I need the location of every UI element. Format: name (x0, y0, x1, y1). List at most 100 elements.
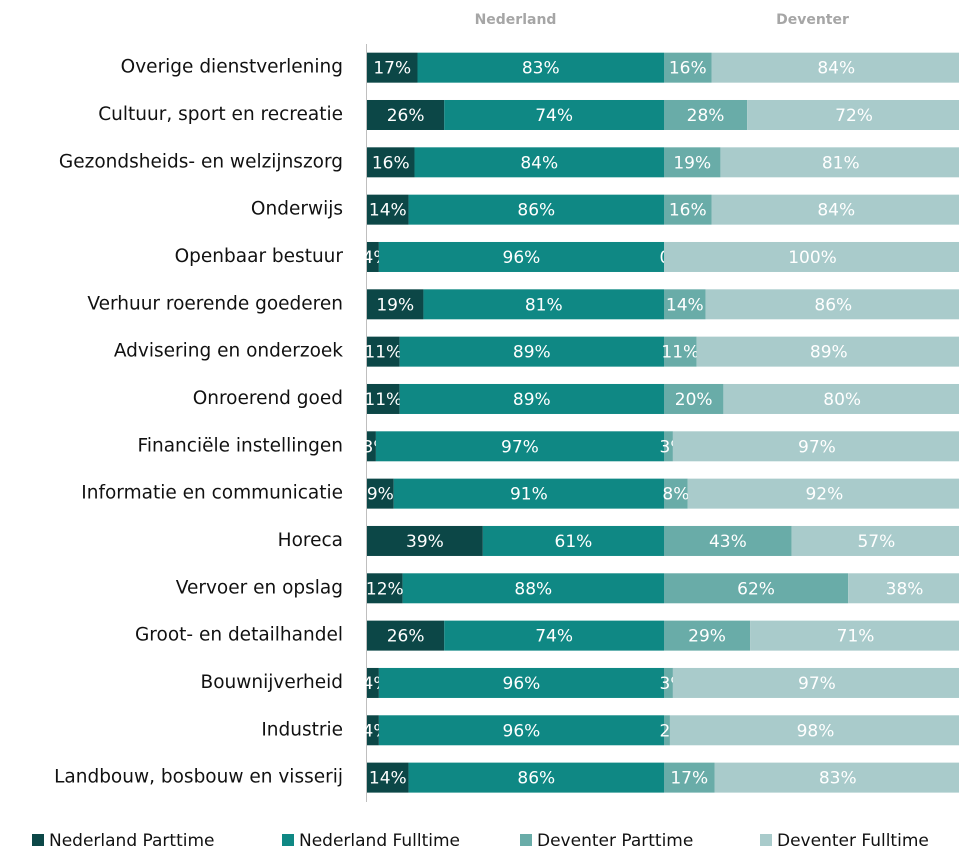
legend-label: Nederland Fulltime (299, 831, 460, 851)
bar-segment (367, 573, 403, 604)
category-label: Landbouw, bosbouw en visserij (54, 767, 343, 788)
legend-swatch (760, 834, 772, 846)
value-label: 20% (675, 390, 713, 410)
bar-segment (696, 336, 959, 367)
value-label: 28% (687, 106, 725, 126)
value-label: 89% (513, 390, 551, 410)
bar-segment (367, 241, 379, 272)
category-label: Onderwijs (251, 199, 343, 220)
value-label: 96% (503, 674, 541, 694)
bar-segment (714, 762, 959, 793)
bar-segment (664, 52, 712, 83)
bar-segment (367, 525, 483, 556)
bar-segment (367, 762, 409, 793)
category-label: Advisering en onderzoek (114, 341, 343, 362)
bar-segment (664, 667, 673, 698)
value-label: 16% (372, 153, 410, 173)
bar-segment (664, 336, 697, 367)
bar-segment (367, 194, 409, 225)
bar-segment (664, 620, 751, 651)
bar-segment (367, 52, 418, 83)
category-label: Groot- en detailhandel (135, 625, 343, 646)
value-label: 92% (805, 485, 843, 505)
bar-segment (664, 194, 712, 225)
value-label: 19% (376, 295, 414, 315)
value-label: 86% (814, 295, 852, 315)
value-label: 91% (510, 485, 548, 505)
category-label: Openbaar bestuur (175, 246, 344, 267)
value-label: 11% (364, 390, 402, 410)
category-label: Gezondsheids- en welzijnszorg (59, 151, 343, 172)
value-label: 38% (886, 579, 924, 599)
bar-segment (705, 289, 959, 320)
bar-segment (417, 52, 664, 83)
value-label: 84% (520, 153, 558, 173)
bar-segment (664, 147, 721, 178)
value-label: 29% (688, 627, 726, 647)
category-label: Vervoer en opslag (176, 577, 343, 598)
bar-segment (747, 99, 959, 130)
legend-label: Deventer Fulltime (777, 831, 929, 851)
value-label: 11% (661, 343, 699, 363)
bar-segment (711, 194, 959, 225)
value-label: 80% (823, 390, 861, 410)
value-label: 97% (798, 437, 836, 457)
value-label: 81% (822, 153, 860, 173)
value-label: 83% (819, 769, 857, 789)
bar-segment (664, 525, 792, 556)
bar-segment (367, 289, 424, 320)
value-label: 84% (817, 201, 855, 221)
bar-segment (399, 383, 664, 414)
legend-label: Nederland Parttime (49, 831, 215, 851)
panel-title: Nederland (475, 12, 557, 28)
category-label: Financiële instellingen (138, 435, 343, 456)
value-label: 97% (798, 674, 836, 694)
bar-segment (414, 147, 664, 178)
bar-segment (423, 289, 664, 320)
bar-segment (367, 147, 415, 178)
value-label: 26% (387, 106, 425, 126)
value-label: 89% (513, 343, 551, 363)
category-label: Onroerend goed (193, 388, 343, 409)
bar-segment (408, 194, 664, 225)
legend-swatch (282, 834, 294, 846)
value-label: 88% (514, 579, 552, 599)
bar-segment (669, 715, 959, 746)
bar-segment (750, 620, 959, 651)
value-label: 96% (503, 248, 541, 268)
value-label: 86% (517, 769, 555, 789)
bar-segment (720, 147, 959, 178)
bar-segment (375, 431, 664, 462)
bar-segment (367, 431, 376, 462)
bar-segment (711, 52, 959, 83)
bar-segment (672, 667, 959, 698)
value-label: 74% (535, 106, 573, 126)
value-label: 17% (373, 59, 411, 79)
value-label: 12% (366, 579, 404, 599)
bar-segment (664, 431, 673, 462)
value-label: 83% (522, 59, 560, 79)
bar-segment (664, 715, 670, 746)
bar-segment (367, 478, 394, 509)
value-label: 16% (669, 201, 707, 221)
bar-segment (367, 715, 379, 746)
bar-segment (378, 241, 664, 272)
bar-segment (367, 336, 400, 367)
legend-swatch (32, 834, 44, 846)
value-label: 96% (503, 721, 541, 741)
bar-segment (664, 478, 688, 509)
value-label: 14% (666, 295, 704, 315)
value-label: 11% (364, 343, 402, 363)
bar-segment (791, 525, 959, 556)
value-label: 17% (670, 769, 708, 789)
value-label: 9% (367, 485, 394, 505)
category-label: Bouwnijverheid (201, 672, 343, 693)
bar-segment (444, 620, 664, 651)
value-label: 61% (555, 532, 593, 552)
value-label: 98% (797, 721, 835, 741)
bar-segment (482, 525, 664, 556)
bar-segment (664, 762, 715, 793)
value-label: 89% (810, 343, 848, 363)
legend-label: Deventer Parttime (537, 831, 693, 851)
